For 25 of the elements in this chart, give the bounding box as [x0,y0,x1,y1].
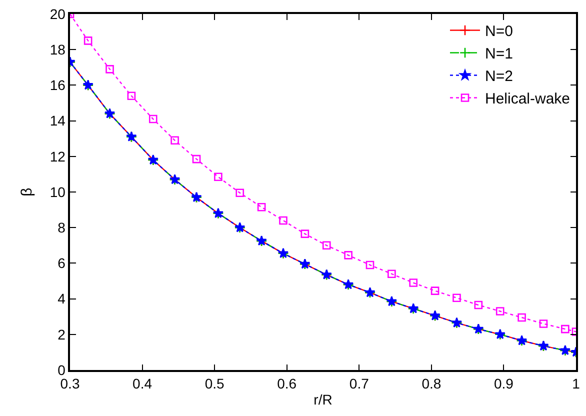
x-tick-label: 0.9 [494,376,514,392]
legend-label: Helical-wake [485,90,570,108]
x-tick-label: 0.8 [422,376,442,392]
y-tick-label: 14 [50,112,66,129]
y-tick-label: 6 [58,255,66,272]
y-tick-label: 0 [58,362,66,378]
x-axis-title: r/R [314,391,332,408]
y-tick-label: 2 [58,326,66,342]
legend-label: N=2 [485,68,513,86]
y-tick-label: 8 [58,220,66,236]
y-axis-title: β [18,187,36,196]
y-tick-label: 18 [50,42,66,58]
legend-label: N=0 [485,23,513,40]
x-tick-label: 0.6 [277,376,297,392]
legend-label: N=1 [485,46,513,63]
x-tick-label: 0.4 [132,376,152,392]
x-tick-label: 0.5 [204,376,225,392]
y-tick-label: 16 [50,77,66,94]
x-tick-label: 0.7 [349,376,370,392]
y-tick-label: 4 [58,290,66,307]
x-tick-label: 0.3 [60,376,80,392]
y-tick-label: 12 [50,148,66,164]
x-tick-label: 1 [572,376,580,392]
y-tick-label: 10 [50,184,66,200]
y-tick-label: 20 [50,6,66,22]
